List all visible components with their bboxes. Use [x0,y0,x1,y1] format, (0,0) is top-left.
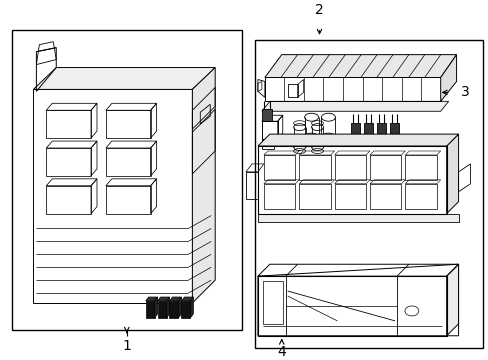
Polygon shape [154,297,157,318]
Polygon shape [181,297,193,301]
Polygon shape [157,297,169,301]
Polygon shape [376,123,385,141]
Polygon shape [446,264,458,336]
Polygon shape [178,297,181,318]
Polygon shape [166,297,169,318]
Polygon shape [440,55,456,101]
Text: 2: 2 [314,3,323,17]
Polygon shape [262,109,271,121]
Polygon shape [157,301,166,318]
Polygon shape [169,301,178,318]
Polygon shape [257,213,458,221]
Text: 3: 3 [460,85,468,99]
Polygon shape [181,301,190,318]
Polygon shape [169,297,181,301]
Polygon shape [33,68,215,89]
Polygon shape [389,123,398,141]
Text: 1: 1 [122,339,131,353]
Polygon shape [145,297,157,301]
Polygon shape [145,301,154,318]
Polygon shape [192,68,215,303]
Polygon shape [190,297,193,318]
Polygon shape [364,123,372,141]
Polygon shape [262,101,447,111]
Polygon shape [350,123,360,141]
Bar [254,40,483,348]
Text: 4: 4 [277,345,285,359]
Polygon shape [257,134,458,146]
Polygon shape [264,55,456,77]
Bar [12,30,242,330]
Polygon shape [446,134,458,213]
